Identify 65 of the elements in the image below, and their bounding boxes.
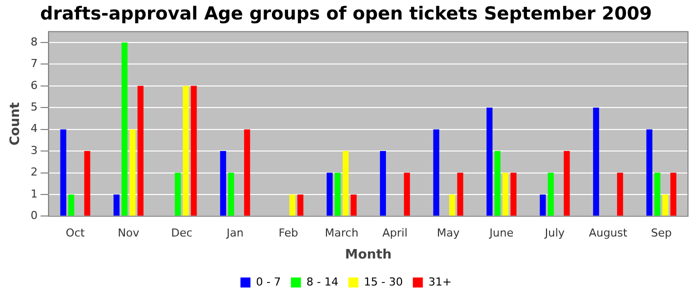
bar xyxy=(174,172,181,216)
bar xyxy=(486,108,493,216)
bar xyxy=(662,194,668,216)
x-tick-label: Sep xyxy=(650,226,672,240)
bar xyxy=(114,194,120,216)
bar xyxy=(494,151,501,216)
y-tick-label: 6 xyxy=(30,78,38,92)
bar xyxy=(244,129,250,216)
bar xyxy=(502,172,508,216)
y-tick-label: 8 xyxy=(30,35,38,48)
y-axis-title: Count xyxy=(8,102,24,146)
bar xyxy=(449,194,456,216)
bar xyxy=(190,86,197,216)
x-tick-label: Oct xyxy=(66,226,86,240)
legend-label: 31+ xyxy=(428,275,452,288)
x-tick-label: Feb xyxy=(278,226,298,240)
bar xyxy=(654,172,660,216)
bar xyxy=(122,42,128,216)
bar xyxy=(228,172,234,216)
x-tick-label: July xyxy=(544,226,566,240)
x-tick-label: August xyxy=(588,226,628,240)
x-tick-label: Nov xyxy=(118,226,140,240)
x-tick-label: May xyxy=(436,226,460,240)
bar xyxy=(380,151,386,216)
bar xyxy=(593,108,600,216)
y-tick-label: 2 xyxy=(30,166,38,179)
x-axis-title: Month xyxy=(345,248,392,263)
bar xyxy=(289,194,296,216)
bar xyxy=(297,194,304,216)
bar xyxy=(350,194,357,216)
chart-title: drafts-approval Age groups of open tickets September 2009 xyxy=(40,3,652,24)
bar xyxy=(540,194,546,216)
y-tick-label: 1 xyxy=(30,187,38,200)
bar xyxy=(182,86,189,216)
bar xyxy=(334,172,341,216)
bar xyxy=(220,151,226,216)
legend-label: 0 - 7 xyxy=(256,275,281,288)
x-tick-label: April xyxy=(382,226,408,240)
y-tick-label: 4 xyxy=(30,122,38,136)
y-tick-label: 7 xyxy=(30,57,38,70)
bar xyxy=(60,129,66,216)
x-tick-label: Jan xyxy=(226,226,244,240)
bar xyxy=(404,172,410,216)
legend-label: 8 - 14 xyxy=(306,275,338,288)
bar xyxy=(548,172,554,216)
bar xyxy=(457,172,464,216)
bar xyxy=(84,151,90,216)
bar xyxy=(646,129,652,216)
bar xyxy=(138,86,144,216)
bar xyxy=(326,172,333,216)
x-tick-label: Dec xyxy=(171,226,192,240)
x-tick-label: March xyxy=(324,226,358,240)
bar xyxy=(564,151,570,216)
y-tick-label: 0 xyxy=(30,209,38,222)
y-tick-label: 3 xyxy=(30,144,38,157)
bar xyxy=(342,151,349,216)
bar xyxy=(617,172,624,216)
bar xyxy=(510,172,516,216)
x-tick-label: June xyxy=(488,226,514,240)
legend-label: 15 - 30 xyxy=(364,275,403,288)
bar xyxy=(68,194,74,216)
y-tick-label: 5 xyxy=(30,100,38,114)
bar xyxy=(130,129,136,216)
bar xyxy=(670,172,676,216)
bar xyxy=(433,129,440,216)
